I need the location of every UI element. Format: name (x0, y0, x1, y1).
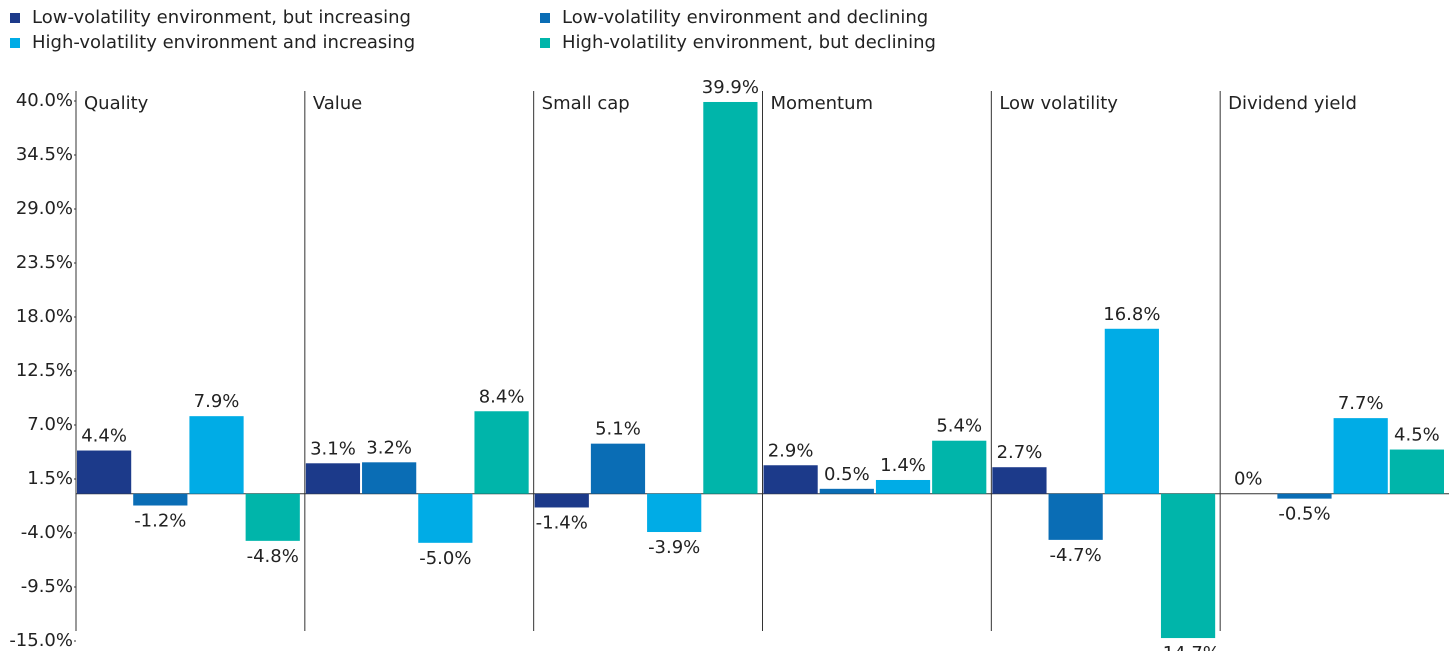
bar (1048, 493, 1103, 540)
bar (362, 462, 417, 494)
y-tick-label: 29.0% (16, 198, 73, 219)
bar (590, 443, 646, 494)
bar (133, 493, 188, 506)
bar (1277, 493, 1332, 499)
y-tick-label: 18.0% (16, 306, 73, 327)
value-label: 0.5% (824, 464, 870, 485)
value-label: -0.5% (1278, 504, 1330, 525)
bar (474, 411, 529, 494)
value-label: 3.2% (366, 437, 412, 458)
group-label: Small cap (542, 93, 630, 114)
bar (189, 416, 244, 494)
bar (1160, 493, 1216, 639)
value-label: -14.7% (1156, 643, 1220, 651)
y-tick-label: -4.0% (21, 522, 73, 543)
y-tick-label: -9.5% (21, 576, 73, 597)
value-label: 1.4% (880, 455, 926, 476)
legend-label: Low-volatility environment, but increasi… (32, 7, 411, 28)
bar (305, 463, 361, 494)
y-tick-label: 40.0% (16, 90, 73, 111)
value-label: -1.2% (134, 511, 186, 532)
bar (1333, 418, 1388, 494)
value-label: 0% (1234, 469, 1263, 490)
bar (703, 101, 758, 494)
legend-swatch (10, 13, 20, 23)
value-label: -3.9% (648, 537, 700, 558)
value-label: 4.4% (81, 426, 127, 447)
value-label: 4.5% (1394, 425, 1440, 446)
y-tick-label: -15.0% (9, 630, 73, 651)
legend-swatch (10, 38, 20, 48)
y-tick-label: 7.0% (27, 414, 73, 435)
value-label: -1.4% (536, 512, 588, 533)
y-tick-label: 23.5% (16, 252, 73, 273)
value-label: 7.7% (1338, 393, 1384, 414)
y-tick-label: 1.5% (27, 468, 73, 489)
group-label: Value (313, 93, 362, 114)
bar (418, 493, 473, 543)
value-label: 5.1% (595, 419, 641, 440)
value-label: -4.8% (247, 546, 299, 567)
value-label: 8.4% (479, 386, 525, 407)
group-label: Low volatility (999, 93, 1118, 114)
value-label: 2.7% (997, 442, 1043, 463)
bar (1389, 449, 1444, 494)
group-label: Momentum (771, 93, 874, 114)
group-label: Dividend yield (1228, 93, 1357, 114)
value-label: 2.9% (768, 440, 814, 461)
value-label: 7.9% (194, 391, 240, 412)
legend-swatch (540, 13, 550, 23)
group-label: Quality (84, 93, 149, 114)
bar (763, 465, 818, 494)
value-label: 16.8% (1103, 304, 1160, 325)
y-tick-label: 34.5% (16, 144, 73, 165)
bar (647, 493, 702, 533)
value-label: 3.1% (310, 438, 356, 459)
bar (1104, 328, 1159, 494)
bar (819, 488, 874, 494)
legend-label: High-volatility environment and increasi… (32, 32, 415, 53)
bar (992, 467, 1047, 494)
bar (77, 450, 132, 494)
value-label: -5.0% (419, 548, 471, 569)
bar (875, 479, 931, 494)
legend-label: High-volatility environment, but declini… (562, 32, 936, 53)
bar (932, 440, 987, 494)
legend-label: Low-volatility environment and declining (562, 7, 928, 28)
bar (534, 493, 589, 508)
legend-swatch (540, 38, 550, 48)
y-tick-label: 12.5% (16, 360, 73, 381)
bar (245, 493, 300, 541)
value-label: 39.9% (702, 77, 759, 98)
value-label: -4.7% (1050, 545, 1102, 566)
value-label: 5.4% (936, 416, 982, 437)
